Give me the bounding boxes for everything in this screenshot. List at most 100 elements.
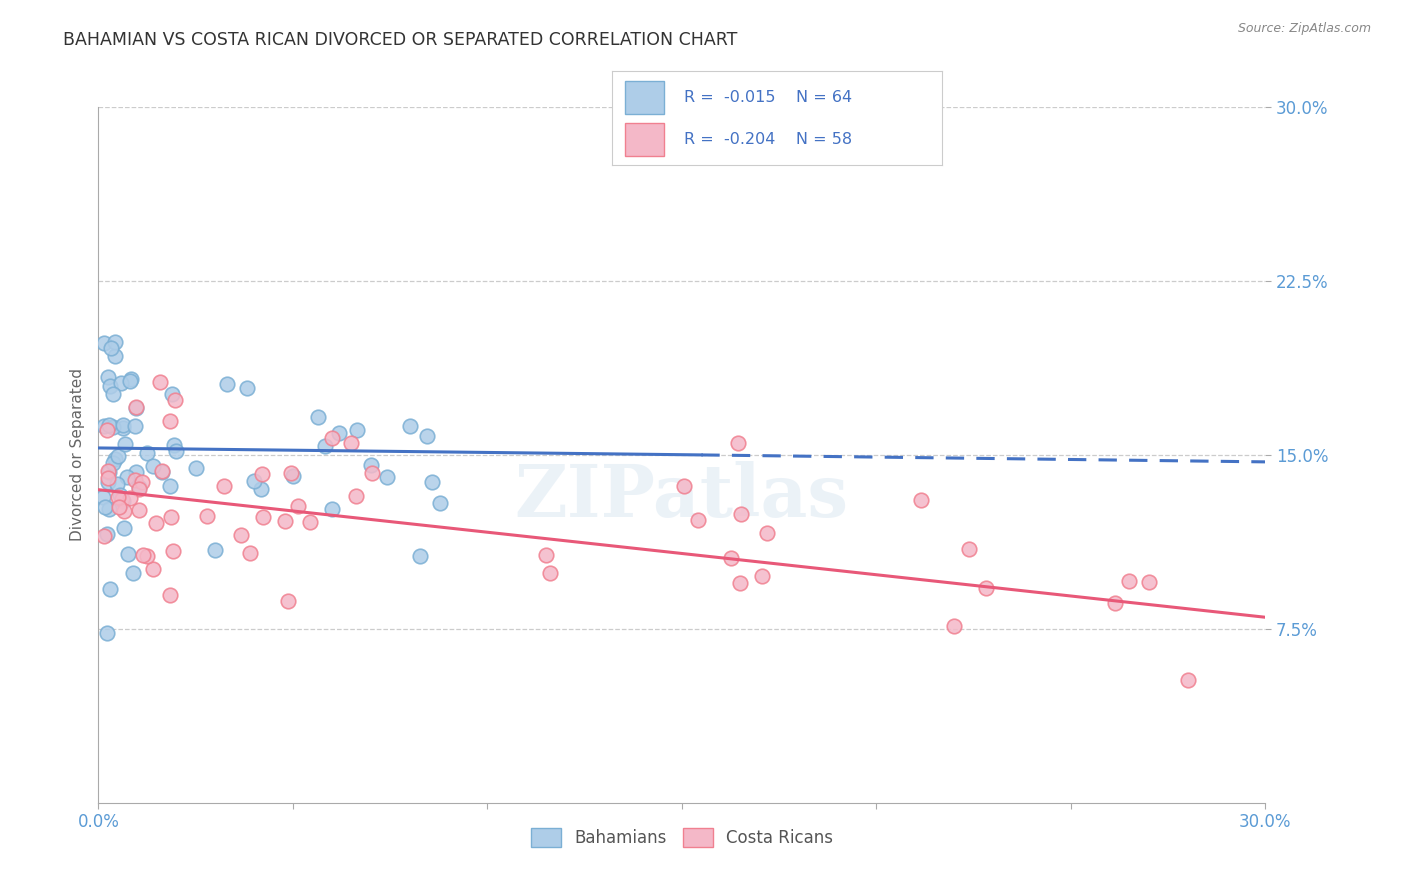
Point	[124, 473, 146, 487]
Text: ZIPatlas: ZIPatlas	[515, 461, 849, 533]
Point	[128, 503, 150, 517]
Point	[124, 418, 146, 433]
Point	[149, 375, 172, 389]
Point	[274, 514, 297, 528]
Point	[97, 369, 120, 384]
Point	[101, 456, 124, 470]
Point	[101, 420, 124, 434]
Point	[93, 529, 115, 543]
Point	[238, 546, 260, 560]
Point	[110, 376, 132, 390]
Point	[128, 482, 150, 496]
Point	[124, 465, 146, 479]
Point	[107, 449, 129, 463]
Point	[98, 582, 121, 596]
Point	[755, 526, 778, 541]
Point	[93, 419, 115, 434]
Point	[340, 436, 363, 450]
Point	[115, 470, 138, 484]
Point	[974, 581, 997, 595]
Point	[727, 436, 749, 450]
Point	[120, 491, 142, 505]
Point	[314, 439, 336, 453]
Point	[104, 349, 127, 363]
Point	[135, 549, 157, 563]
Point	[204, 543, 226, 558]
Point	[125, 400, 148, 414]
Point	[375, 469, 398, 483]
Point	[159, 588, 181, 602]
Point	[97, 475, 120, 490]
Point	[108, 500, 131, 515]
Point	[96, 526, 118, 541]
Point	[163, 393, 186, 408]
Point	[686, 513, 709, 527]
Point	[110, 488, 132, 502]
Point	[150, 464, 173, 478]
Text: Source: ZipAtlas.com: Source: ZipAtlas.com	[1237, 22, 1371, 36]
Point	[93, 336, 115, 351]
Point	[97, 471, 120, 485]
Point	[1137, 575, 1160, 590]
Point	[277, 593, 299, 607]
Point	[112, 421, 135, 435]
Point	[751, 569, 773, 583]
Point	[112, 493, 135, 508]
Point	[101, 387, 124, 401]
Text: R =  -0.015    N = 64: R = -0.015 N = 64	[685, 89, 852, 104]
Point	[97, 465, 120, 479]
Point	[409, 549, 432, 563]
Point	[252, 510, 274, 524]
Point	[104, 334, 127, 349]
Point	[538, 566, 561, 580]
Point	[957, 541, 980, 556]
Point	[159, 414, 181, 428]
Point	[943, 618, 966, 632]
Point	[128, 480, 150, 494]
Point	[243, 475, 266, 489]
Text: BAHAMIAN VS COSTA RICAN DIVORCED OR SEPARATED CORRELATION CHART: BAHAMIAN VS COSTA RICAN DIVORCED OR SEPA…	[63, 31, 738, 49]
Point	[160, 510, 183, 524]
Point	[121, 566, 143, 581]
Point	[229, 528, 252, 542]
Point	[287, 499, 309, 513]
Point	[673, 479, 696, 493]
Point	[97, 464, 120, 478]
Point	[298, 516, 321, 530]
Point	[534, 548, 557, 562]
Point	[97, 501, 120, 516]
Legend: Bahamians, Costa Ricans: Bahamians, Costa Ricans	[524, 821, 839, 854]
Point	[215, 377, 238, 392]
Point	[100, 341, 122, 355]
Point	[321, 501, 343, 516]
Point	[910, 492, 932, 507]
Point	[98, 378, 121, 392]
Point	[184, 460, 207, 475]
Point	[91, 491, 114, 505]
Point	[280, 466, 302, 480]
Point	[159, 479, 181, 493]
Point	[328, 425, 350, 440]
Point	[94, 500, 117, 514]
Point	[125, 401, 148, 416]
Point	[307, 410, 329, 425]
Point	[720, 551, 742, 566]
Point	[136, 446, 159, 460]
Point	[142, 459, 165, 474]
Point	[235, 381, 257, 395]
Point	[420, 475, 443, 489]
Point	[120, 372, 142, 386]
Point	[321, 431, 343, 445]
Point	[429, 496, 451, 510]
Point	[163, 438, 186, 452]
Point	[360, 467, 382, 481]
Point	[98, 418, 121, 433]
Point	[250, 482, 273, 496]
Point	[150, 465, 173, 479]
FancyBboxPatch shape	[624, 123, 665, 156]
Y-axis label: Divorced or Separated: Divorced or Separated	[69, 368, 84, 541]
Point	[162, 544, 184, 558]
Point	[730, 575, 752, 590]
Point	[398, 418, 420, 433]
Point	[132, 548, 155, 562]
